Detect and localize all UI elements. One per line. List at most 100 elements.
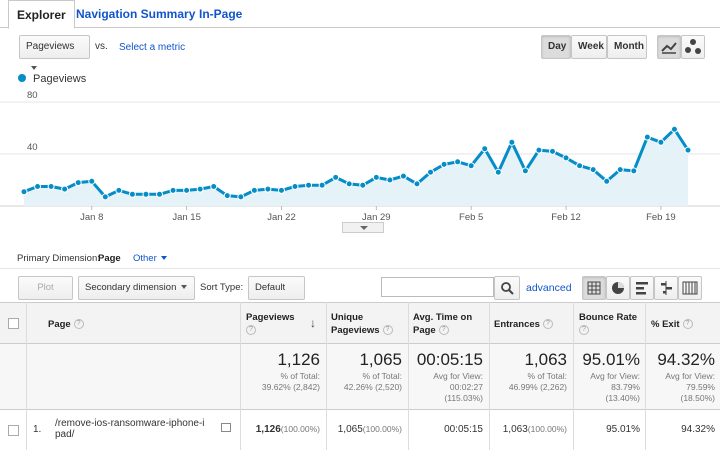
chart-data-point[interactable] — [562, 154, 570, 162]
day-button[interactable]: Day — [541, 35, 571, 59]
data-view-button[interactable] — [582, 276, 606, 300]
chart-data-point[interactable] — [88, 177, 96, 185]
chart-data-point[interactable] — [169, 186, 177, 194]
chart-data-point[interactable] — [372, 173, 380, 181]
chart-data-point[interactable] — [508, 138, 516, 146]
column-header-avg-time[interactable]: Avg. Time on Page? — [413, 311, 485, 337]
motion-chart-toggle[interactable] — [681, 35, 705, 59]
help-icon[interactable]: ? — [579, 325, 589, 336]
chart-data-point[interactable] — [128, 190, 136, 198]
chart-data-point[interactable] — [156, 190, 164, 198]
week-button[interactable]: Week — [571, 35, 607, 59]
chart-data-point[interactable] — [61, 185, 69, 193]
chart-data-point[interactable] — [332, 173, 340, 181]
month-button[interactable]: Month — [607, 35, 647, 59]
total-unique-pageviews: 1,065 — [359, 350, 402, 369]
select-all-checkbox[interactable] — [8, 318, 19, 329]
search-button[interactable] — [494, 276, 520, 300]
help-icon[interactable]: ? — [542, 319, 553, 330]
chart-data-point[interactable] — [101, 193, 109, 201]
help-icon[interactable]: ? — [246, 325, 256, 336]
chart-data-point[interactable] — [603, 177, 611, 185]
chart-data-point[interactable] — [386, 176, 394, 184]
external-link-icon[interactable] — [221, 423, 231, 432]
chart-data-point[interactable] — [576, 162, 584, 170]
line-chart-toggle[interactable] — [657, 35, 681, 59]
chart-data-point[interactable] — [20, 188, 28, 196]
chart-data-point[interactable] — [196, 185, 204, 193]
chart-data-point[interactable] — [318, 181, 326, 189]
chart-data-point[interactable] — [399, 172, 407, 180]
chart-data-point[interactable] — [305, 181, 313, 189]
total-unique-percent: 42.26% (2,520) — [343, 382, 402, 392]
chart-data-point[interactable] — [277, 186, 285, 194]
chart-data-point[interactable] — [183, 186, 191, 194]
select-metric-link[interactable]: Select a metric — [119, 42, 186, 53]
chart-data-point[interactable] — [589, 166, 597, 174]
sort-type-select[interactable]: Default — [248, 276, 305, 312]
percentage-view-button[interactable] — [606, 276, 630, 300]
chart-data-point[interactable] — [657, 138, 665, 146]
pie-chart-icon — [612, 282, 624, 294]
help-icon[interactable]: ? — [382, 325, 393, 336]
chart-data-point[interactable] — [481, 145, 489, 153]
chart-data-point[interactable] — [210, 183, 218, 190]
row-checkbox[interactable] — [8, 425, 19, 436]
row-pageviews-value: 1,126 — [255, 424, 281, 435]
chart-data-point[interactable] — [264, 185, 272, 193]
primary-dimension-page[interactable]: Page — [98, 253, 121, 264]
chart-data-point[interactable] — [548, 147, 556, 155]
column-divider — [408, 302, 409, 450]
column-header-exit[interactable]: % Exit? — [651, 318, 693, 331]
chart-data-point[interactable] — [616, 166, 624, 174]
column-header-entrances[interactable]: Entrances? — [494, 318, 553, 331]
pivot-view-button[interactable] — [678, 276, 702, 300]
chart-data-point[interactable] — [440, 160, 448, 168]
chart-data-point[interactable] — [345, 180, 353, 188]
chart-data-point[interactable] — [74, 179, 82, 187]
chart-data-point[interactable] — [427, 168, 435, 176]
tab-navigation-summary[interactable]: Navigation Summary — [76, 7, 196, 21]
metric-select[interactable]: Pageviews — [19, 35, 90, 71]
tab-explorer[interactable]: Explorer — [8, 0, 75, 29]
total-entrances: 1,063 — [524, 350, 567, 369]
chart-data-point[interactable] — [34, 183, 42, 190]
help-icon[interactable]: ? — [682, 319, 693, 330]
table-search-input[interactable] — [381, 277, 494, 297]
tab-in-page[interactable]: In-Page — [199, 7, 243, 21]
help-icon[interactable]: ? — [438, 325, 449, 336]
chart-data-point[interactable] — [670, 125, 678, 133]
column-header-page[interactable]: Page? — [48, 318, 84, 331]
column-header-pageviews[interactable]: Pageviews? — [246, 311, 295, 337]
chart-data-point[interactable] — [454, 158, 462, 166]
primary-dimension-other[interactable]: Other — [133, 253, 167, 264]
chart-resize-handle[interactable] — [342, 222, 384, 233]
chart-data-point[interactable] — [47, 183, 55, 190]
chart-data-point[interactable] — [535, 146, 543, 154]
chart-data-point[interactable] — [521, 167, 529, 175]
column-header-unique-pageviews[interactable]: Unique Pageviews? — [331, 311, 403, 337]
table-grid-icon — [587, 281, 601, 295]
chart-data-point[interactable] — [494, 168, 502, 176]
row-page-link[interactable]: /remove-ios-ransomware-iphone-i pad/ — [55, 418, 205, 440]
advanced-filter-link[interactable]: advanced — [526, 282, 572, 294]
chart-data-point[interactable] — [413, 180, 421, 188]
chart-data-point[interactable] — [467, 162, 475, 170]
sort-descending-icon[interactable]: ↓ — [310, 316, 316, 330]
plot-rows-button[interactable]: Plot Rows — [18, 276, 73, 315]
performance-view-button[interactable] — [630, 276, 654, 300]
chart-data-point[interactable] — [250, 186, 258, 194]
chart-data-point[interactable] — [359, 181, 367, 189]
chart-data-point[interactable] — [237, 193, 245, 201]
secondary-dimension-select[interactable]: Secondary dimension — [78, 276, 195, 300]
chart-data-point[interactable] — [223, 192, 231, 200]
column-header-bounce-rate[interactable]: Bounce Rate? — [579, 311, 643, 337]
help-icon[interactable]: ? — [73, 319, 84, 330]
chart-data-point[interactable] — [291, 183, 299, 190]
chart-data-point[interactable] — [684, 146, 692, 154]
chart-data-point[interactable] — [643, 133, 651, 141]
chart-data-point[interactable] — [142, 190, 150, 198]
chart-data-point[interactable] — [630, 167, 638, 175]
chart-data-point[interactable] — [115, 186, 123, 194]
comparison-view-button[interactable] — [654, 276, 678, 300]
